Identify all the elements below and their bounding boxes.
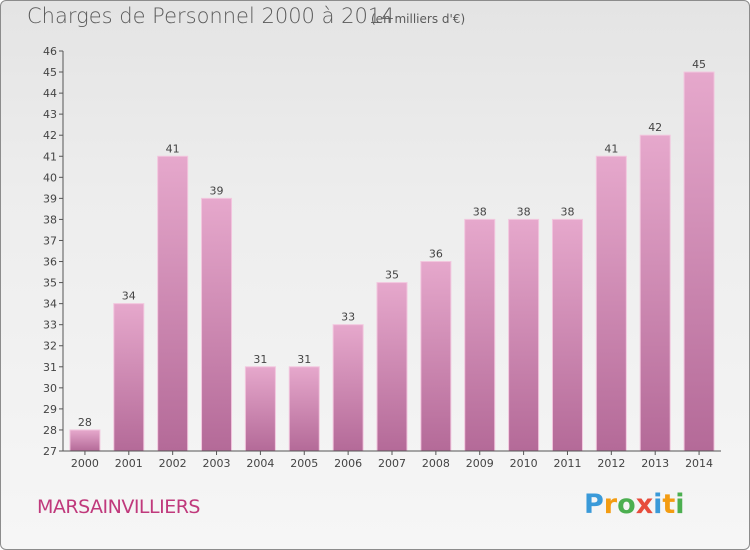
data-label-2012: 41 [604,142,618,155]
logo-letter: x [635,489,654,520]
proxiti-logo[interactable]: Proxiti [584,489,685,520]
x-tick-label-2012: 2012 [597,457,625,470]
y-tick-label: 38 [43,213,57,226]
bars-group: 28 34 41 39 31 31 33 35 36 38 38 38 41 42 45 [69,58,715,452]
data-label-2007: 35 [385,269,399,282]
bar-2001 [113,303,145,452]
y-tick-label: 43 [43,108,57,121]
chart-title: Charges de Personnel 2000 à 2014 [27,4,395,28]
data-label-2006: 33 [341,311,355,324]
y-tick-label: 40 [43,171,57,184]
data-label-2014: 45 [692,58,706,71]
bar-2007 [376,282,408,452]
data-label-2004: 31 [253,353,267,366]
axes-group: 27 28 29 30 31 32 33 34 35 36 37 38 39 40 41 42 43 44 45 46… [43,45,721,470]
x-tick-label-2013: 2013 [641,457,669,470]
logo-letter: t [662,489,676,520]
x-tick-label-2001: 2001 [115,457,143,470]
data-label-2005: 31 [297,353,311,366]
data-label-2011: 38 [560,205,574,218]
bar-2008 [420,261,452,452]
x-tick-label-2007: 2007 [378,457,406,470]
x-tick-label-2004: 2004 [246,457,274,470]
y-tick-label: 42 [43,129,57,142]
chart-subtitle: (en milliers d'€) [371,12,466,26]
y-tick-label: 35 [43,277,57,290]
x-tick-label-2011: 2011 [553,457,581,470]
bar-2005 [288,366,320,452]
y-tick-label: 29 [43,403,57,416]
x-tick-label-2010: 2010 [510,457,538,470]
logo-letter: r [603,489,618,520]
bar-2010 [508,218,540,452]
y-tick-label: 32 [43,340,57,353]
x-tick-label-2000: 2000 [71,457,99,470]
data-label-2013: 42 [648,121,662,134]
bar-2009 [464,218,496,452]
data-label-2000: 28 [78,416,92,429]
data-label-2009: 38 [473,205,487,218]
bar-2006 [332,324,364,452]
bar-2014 [683,71,715,452]
x-tick-label-2009: 2009 [466,457,494,470]
bar-2000 [69,429,101,452]
y-tick-label: 37 [43,234,57,247]
y-tick-label: 31 [43,361,57,374]
bar-2013 [639,134,671,452]
x-tick-label-2014: 2014 [685,457,713,470]
y-tick-label: 44 [43,87,57,100]
logo-letter: P [584,489,604,520]
y-tick-label: 34 [43,298,57,311]
bar-2004 [244,366,276,452]
y-tick-label: 39 [43,192,57,205]
x-tick-label-2005: 2005 [290,457,318,470]
y-tick-label: 36 [43,256,57,269]
data-label-2002: 41 [166,142,180,155]
bar-2012 [595,155,627,452]
bar-2003 [201,197,233,452]
bar-2002 [157,155,189,452]
x-tick-label-2003: 2003 [203,457,231,470]
y-tick-label: 30 [43,382,57,395]
city-name: MARSAINVILLIERS [37,496,200,518]
logo-letter: i [653,489,663,520]
data-label-2008: 36 [429,248,443,261]
x-tick-label-2008: 2008 [422,457,450,470]
y-tick-label: 46 [43,45,57,58]
data-label-2003: 39 [210,184,224,197]
data-label-2001: 34 [122,290,136,303]
bar-2011 [551,218,583,452]
y-tick-label: 27 [43,445,57,458]
y-tick-label: 41 [43,150,57,163]
logo-letter: i [675,489,685,520]
logo-letter: o [617,489,636,520]
x-tick-label-2006: 2006 [334,457,362,470]
y-tick-label: 33 [43,319,57,332]
x-tick-label-2002: 2002 [159,457,187,470]
y-tick-label: 28 [43,424,57,437]
y-tick-label: 45 [43,66,57,79]
data-label-2010: 38 [517,205,531,218]
